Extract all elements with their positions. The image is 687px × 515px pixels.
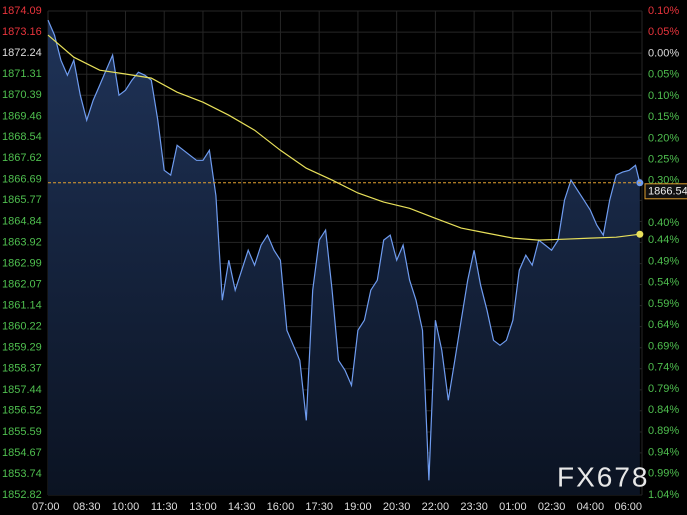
y-tick-label: 1862.07	[2, 278, 42, 290]
y-tick-label: 1865.77	[2, 194, 42, 206]
y2-tick-label: 0.99%	[648, 468, 679, 480]
y2-tick-label: 0.05%	[648, 69, 679, 81]
x-tick-label: 19:00	[344, 501, 372, 513]
x-tick-label: 08:30	[73, 501, 101, 513]
x-tick-label: 16:00	[267, 501, 295, 513]
price-area	[48, 20, 640, 495]
y-tick-label: 1852.82	[2, 489, 42, 501]
y-tick-label: 1863.92	[2, 236, 42, 248]
x-tick-label: 13:00	[189, 501, 217, 513]
y2-tick-label: 0.64%	[648, 319, 679, 331]
y2-tick-label: 0.59%	[648, 298, 679, 310]
last-point	[636, 230, 644, 238]
y2-tick-label: 0.69%	[648, 340, 679, 352]
y-tick-label: 1870.39	[2, 89, 42, 101]
reference-label: 1866.54	[648, 186, 687, 198]
x-tick-label: 06:00	[614, 501, 642, 513]
y2-tick-label: 0.15%	[648, 111, 679, 123]
y2-tick-label: 0.89%	[648, 425, 679, 437]
x-tick-label: 10:00	[112, 501, 140, 513]
x-tick-label: 17:30	[305, 501, 333, 513]
y-tick-label: 1871.31	[2, 68, 42, 80]
y-tick-label: 1873.16	[2, 26, 42, 38]
y-tick-label: 1866.69	[2, 173, 42, 185]
y-tick-label: 1856.52	[2, 405, 42, 417]
y2-tick-label: 0.44%	[648, 234, 679, 246]
y-tick-label: 1874.09	[2, 5, 42, 17]
y2-tick-label: 0.40%	[648, 217, 679, 229]
y-tick-label: 1855.59	[2, 426, 42, 438]
y2-tick-label: 0.54%	[648, 277, 679, 289]
y2-tick-label: 0.79%	[648, 383, 679, 395]
y2-tick-label: 0.10%	[648, 5, 679, 17]
y2-tick-label: 0.05%	[648, 26, 679, 38]
y-tick-label: 1854.67	[2, 447, 42, 459]
x-tick-label: 22:00	[422, 501, 450, 513]
y-tick-label: 1858.37	[2, 363, 42, 375]
y-tick-label: 1868.54	[2, 131, 42, 143]
y-tick-label: 1857.44	[2, 384, 42, 396]
y-tick-label: 1853.74	[2, 468, 42, 480]
y2-tick-label: 0.84%	[648, 404, 679, 416]
y2-tick-label: 0.49%	[648, 255, 679, 267]
watermark: FX678	[557, 461, 650, 492]
y2-tick-label: 0.10%	[648, 90, 679, 102]
y2-tick-label: 0.25%	[648, 154, 679, 166]
y2-tick-label: 1.04%	[648, 489, 679, 501]
x-tick-label: 02:30	[538, 501, 566, 513]
x-tick-label: 01:00	[499, 501, 527, 513]
x-tick-label: 23:30	[460, 501, 488, 513]
y-tick-label: 1860.22	[2, 321, 42, 333]
x-tick-label: 11:30	[151, 501, 178, 513]
y2-tick-label: 0.20%	[648, 132, 679, 144]
y-tick-label: 1862.99	[2, 257, 42, 269]
y-tick-label: 1859.29	[2, 342, 42, 354]
x-tick-label: 04:00	[577, 501, 605, 513]
reference-label-box	[644, 183, 687, 200]
y2-tick-label: 0.74%	[648, 362, 679, 374]
y-tick-label: 1861.14	[2, 300, 42, 312]
x-tick-label: 14:30	[228, 501, 256, 513]
average-line	[47, 34, 640, 241]
y2-tick-label: 0.00%	[648, 47, 679, 59]
y2-tick-label: 0.94%	[648, 446, 679, 458]
x-tick-label: 07:00	[32, 501, 60, 513]
y-tick-label: 1867.62	[2, 152, 42, 164]
x-tick-label: 20:30	[383, 501, 411, 513]
y-tick-label: 1864.84	[2, 215, 42, 227]
y-tick-label: 1869.46	[2, 110, 42, 122]
y-tick-label: 1872.24	[2, 47, 42, 59]
